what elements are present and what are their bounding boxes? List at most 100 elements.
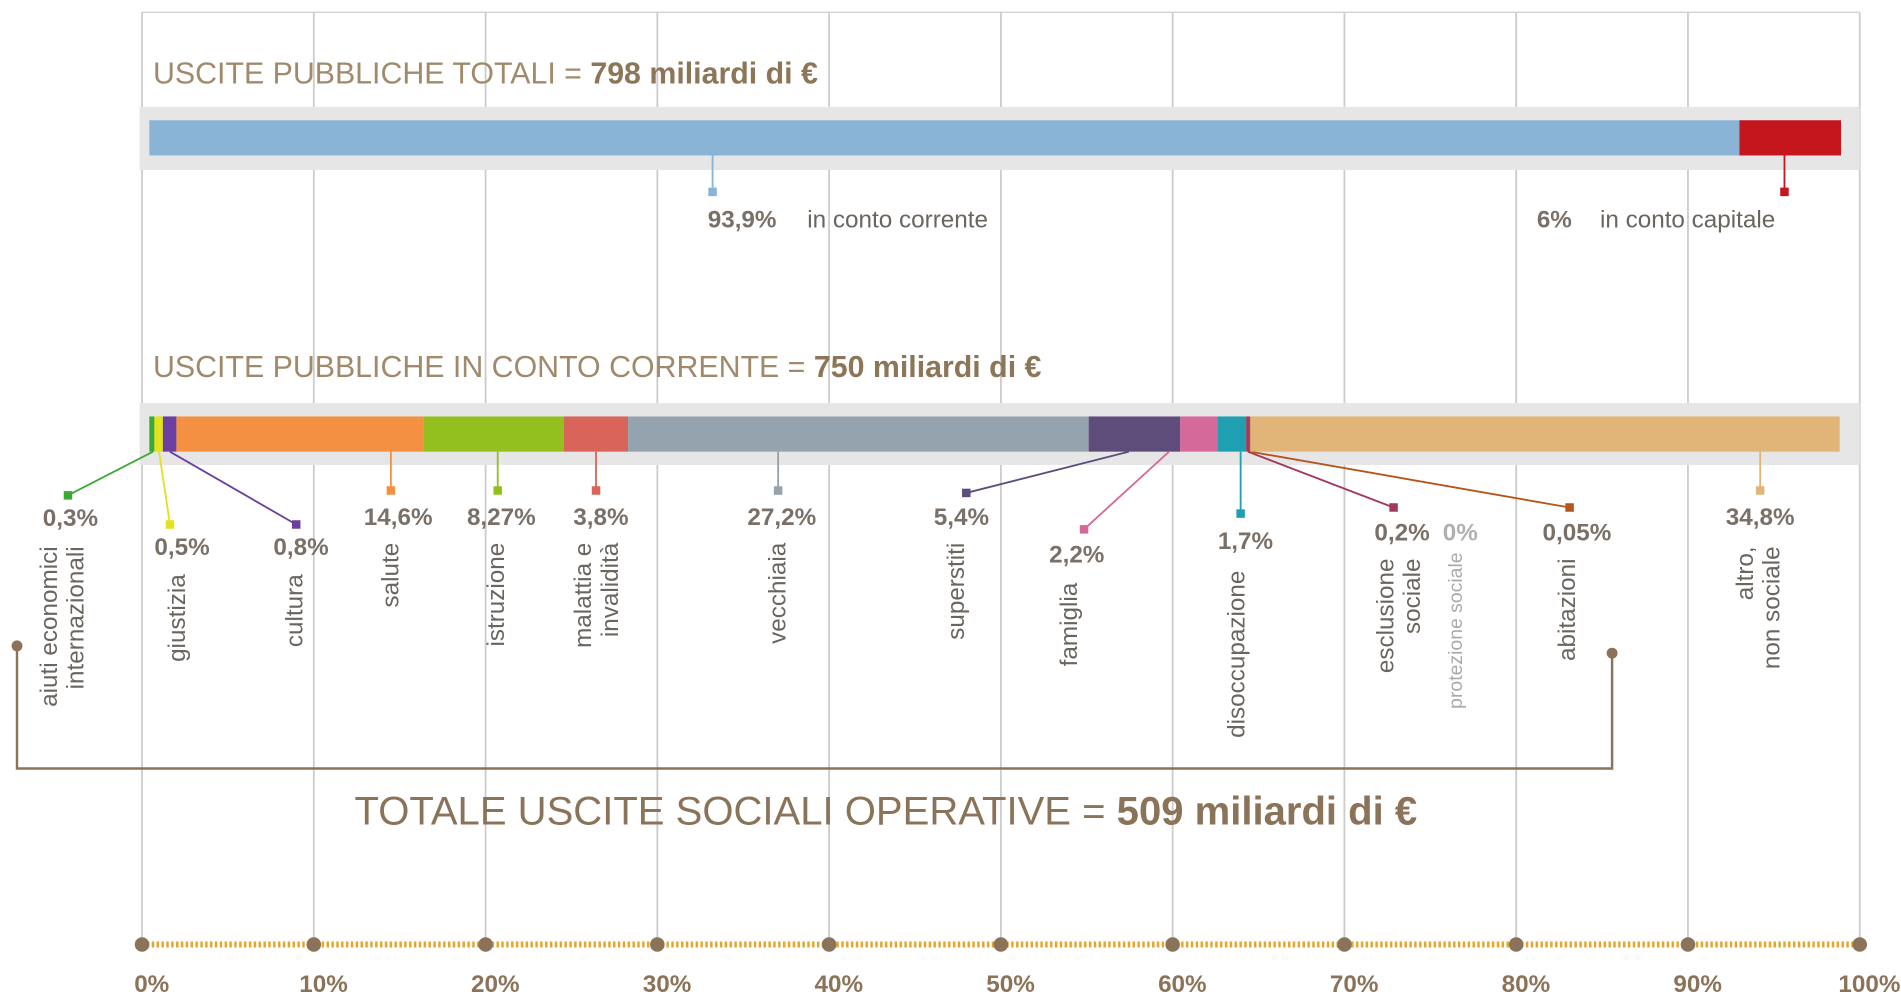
value-label: 93,9% [708,206,777,233]
chart-title: USCITE PUBBLICHE IN CONTO CORRENTE = 750… [153,351,1042,384]
legend-label: istruzione [483,543,510,647]
value-label: 6% [1537,206,1572,233]
rotated-label: malattia einvalidità [571,542,625,648]
title-text: USCITE PUBBLICHE TOTALI = [153,57,582,90]
rotated-label: disoccupazione [1224,571,1251,738]
title-total: 798 miliardi di € [590,57,818,90]
leader-end [1565,503,1574,512]
leader-line [158,451,171,525]
x-tick-label: 90% [1673,971,1722,998]
legend-label: salute [378,543,405,608]
bar-segment [1217,416,1247,452]
value-label: 3,8% [573,504,628,531]
rotated-label: giustizia [164,574,191,662]
footer-text: TOTALE USCITE SOCIALI OPERATIVE = [354,789,1105,833]
leader-end [386,486,396,495]
leader-line [1250,450,1570,509]
bar-segment [149,120,1740,156]
rotated-label: salute [378,543,405,608]
tick-mark [821,937,837,952]
legend-label: in conto capitale [1600,206,1775,233]
leader-end [493,486,502,495]
legend-label: aiuti economiciinternazionali [36,546,90,707]
value-label: 27,2% [747,504,816,531]
legend-label: vecchiaia [765,542,792,644]
x-tick-label: 60% [1158,971,1207,998]
leader-end [165,520,175,529]
rotated-label: altro,non sociale [1732,546,1786,669]
footer-title: TOTALE USCITE SOCIALI OPERATIVE = 509 mi… [354,789,1417,833]
legend-label: abitazioni [1554,558,1581,661]
bar-segment [176,416,424,452]
legend-label: famiglia [1056,582,1083,666]
tick-mark [1508,937,1524,952]
bar-segment [628,416,1089,452]
bar-segment [1246,416,1250,452]
rotated-label: superstiti [943,543,970,640]
x-tick-label: 100% [1838,971,1900,998]
rotated-label: esclusionesociale [1373,558,1427,673]
title-text: USCITE PUBBLICHE IN CONTO CORRENTE = [153,351,805,384]
bracket-end [1606,647,1618,659]
label-line: invalidità [597,542,624,637]
bar-segment [1739,120,1842,156]
leader-line [169,450,297,526]
value-label: 0,2% [1374,520,1429,547]
rotated-label: cultura [282,574,309,647]
x-tick-label: 80% [1502,971,1551,998]
bar-segment [1180,416,1218,452]
bar-segment [1250,416,1840,452]
x-tick-label: 40% [815,971,864,998]
leader-end [708,187,717,197]
label-line: sociale [1400,558,1427,634]
label-line: esclusione [1373,558,1400,673]
legend-label: cultura [282,574,309,647]
x-tick-label: 10% [299,971,348,998]
bar-segment [423,416,564,452]
leader-end [773,486,783,495]
leader-end [1389,503,1398,512]
legend-label: esclusionesociale [1373,558,1427,673]
legend-label: altro,non sociale [1732,546,1786,669]
leader-end [1755,486,1765,495]
tick-mark [650,937,665,952]
leader-end [1236,509,1245,518]
bar-segment [1249,416,1251,452]
rotated-label: abitazioni [1554,558,1581,661]
leader-end [1079,525,1089,534]
rotated-label: vecchiaia [765,542,792,644]
footer-total: 509 miliardi di € [1117,789,1417,833]
tick-mark [1680,937,1696,952]
value-label: 5,4% [934,504,989,531]
bar-segment [563,416,629,452]
value-label: 1,7% [1218,528,1273,555]
x-tick-label: 20% [471,971,520,998]
bar-segment [1088,416,1181,452]
rotated-label: istruzione [483,543,510,647]
legend-label: protezione sociale [1445,552,1467,708]
value-label: 0,3% [43,505,98,532]
value-label: 0,8% [273,534,328,561]
label-line: aiuti economici [36,546,63,707]
leader-line [966,450,1130,494]
value-label: 0,05% [1542,520,1611,547]
x-tick-label: 30% [643,971,692,998]
leader-line [1247,450,1394,509]
value-label: 34,8% [1726,504,1795,531]
tick-mark [306,937,322,952]
rotated-label: protezione sociale [1445,552,1467,708]
tick-mark [1852,937,1868,952]
value-label: 14,6% [364,504,433,531]
rotated-label: famiglia [1056,582,1083,666]
leader-end [962,488,971,498]
tick-mark [478,937,493,952]
value-label: 8,27% [467,504,536,531]
tick-mark [993,937,1009,952]
leader-line [1083,450,1170,531]
label-line: malattia e [571,543,598,648]
bar-segment [149,416,155,452]
title-total: 750 miliardi di € [814,351,1042,384]
bar-segment [154,416,163,452]
value-label: 2,2% [1049,541,1104,568]
